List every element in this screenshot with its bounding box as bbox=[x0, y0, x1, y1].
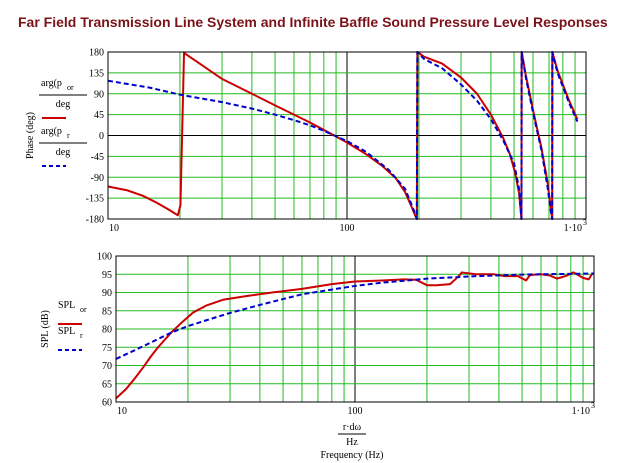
spl-y-tick-label: 60 bbox=[102, 398, 112, 409]
spl-series-transmission-line-line bbox=[115, 271, 593, 400]
phase-x-tick-label: 1·10 bbox=[564, 223, 582, 234]
phase-y-tick-label: 180 bbox=[89, 48, 104, 59]
spl-series bbox=[115, 271, 595, 400]
phase-x-tick-label: 10 bbox=[109, 223, 119, 234]
spl-grid bbox=[116, 256, 594, 402]
spl-y-tick-label: 100 bbox=[97, 252, 112, 263]
phase-x-tick-label: 100 bbox=[340, 223, 355, 234]
spl-y-tick-label: 95 bbox=[102, 270, 112, 281]
x-expression-numerator: r·dω bbox=[343, 422, 362, 433]
spl-legend-expr: SPL bbox=[58, 326, 75, 337]
spl-y-tick-label: 90 bbox=[102, 288, 112, 299]
phase-legend-subscript: or bbox=[67, 83, 74, 92]
phase-legend-denominator: deg bbox=[56, 147, 70, 158]
spl-tick-labels: 100 95 90 85 80 75 70 65 60 10 100 1·103 bbox=[97, 252, 595, 418]
phase-legend: arg(p or deg arg(p r deg bbox=[39, 78, 87, 167]
phase-tick-labels: 180 135 90 45 0 -45 -90 -135 -180 10 100 1·103 bbox=[86, 48, 587, 235]
spl-y-tick-label: 80 bbox=[102, 325, 112, 336]
phase-x-tick-exponent: 3 bbox=[583, 218, 587, 227]
chart-title: Far Field Transmission Line System and I… bbox=[18, 14, 608, 30]
x-axis-label: Frequency (Hz) bbox=[320, 450, 383, 461]
phase-series-infinite-baffle-line bbox=[107, 51, 579, 220]
spl-y-axis-label: SPL (dB) bbox=[40, 310, 51, 348]
spl-legend-expr: SPL bbox=[58, 300, 75, 311]
spl-legend-subscript: r bbox=[80, 331, 83, 340]
spl-y-tick-label: 70 bbox=[102, 361, 112, 372]
x-expression-denominator: Hz bbox=[346, 437, 358, 448]
phase-y-tick-label: 90 bbox=[94, 89, 104, 100]
spl-x-tick-label: 100 bbox=[348, 406, 363, 417]
phase-grid bbox=[108, 52, 586, 219]
phase-y-tick-label: 0 bbox=[99, 131, 104, 142]
spl-y-tick-label: 85 bbox=[102, 306, 112, 317]
spl-plot-frame bbox=[115, 255, 595, 403]
phase-plot-frame bbox=[107, 51, 587, 220]
spl-x-tick-exponent: 3 bbox=[591, 401, 595, 410]
spl-y-tick-label: 75 bbox=[102, 343, 112, 354]
phase-y-tick-label: 45 bbox=[94, 110, 104, 121]
phase-y-tick-label: -135 bbox=[86, 194, 104, 205]
phase-y-tick-label: -45 bbox=[91, 152, 104, 163]
phase-y-axis-label: Phase (deg) bbox=[25, 112, 36, 159]
phase-legend-expr: arg(p bbox=[41, 126, 62, 137]
phase-y-tick-label: 135 bbox=[89, 68, 104, 79]
phase-y-tick-label: -180 bbox=[86, 215, 104, 226]
spl-x-tick-label: 10 bbox=[117, 406, 127, 417]
phase-chart: 180 135 90 45 0 -45 -90 -135 -180 10 100 1·103 arg(… bbox=[25, 48, 587, 235]
phase-legend-expr: arg(p bbox=[41, 78, 62, 89]
spl-x-tick-label: 1·10 bbox=[572, 406, 590, 417]
phase-y-tick-label: -90 bbox=[91, 173, 104, 184]
spl-legend-subscript: or bbox=[80, 305, 87, 314]
spl-legend: SPL or SPL r bbox=[58, 300, 87, 351]
spl-y-tick-label: 65 bbox=[102, 379, 112, 390]
phase-legend-subscript: r bbox=[67, 131, 70, 140]
phase-legend-denominator: deg bbox=[56, 99, 70, 110]
